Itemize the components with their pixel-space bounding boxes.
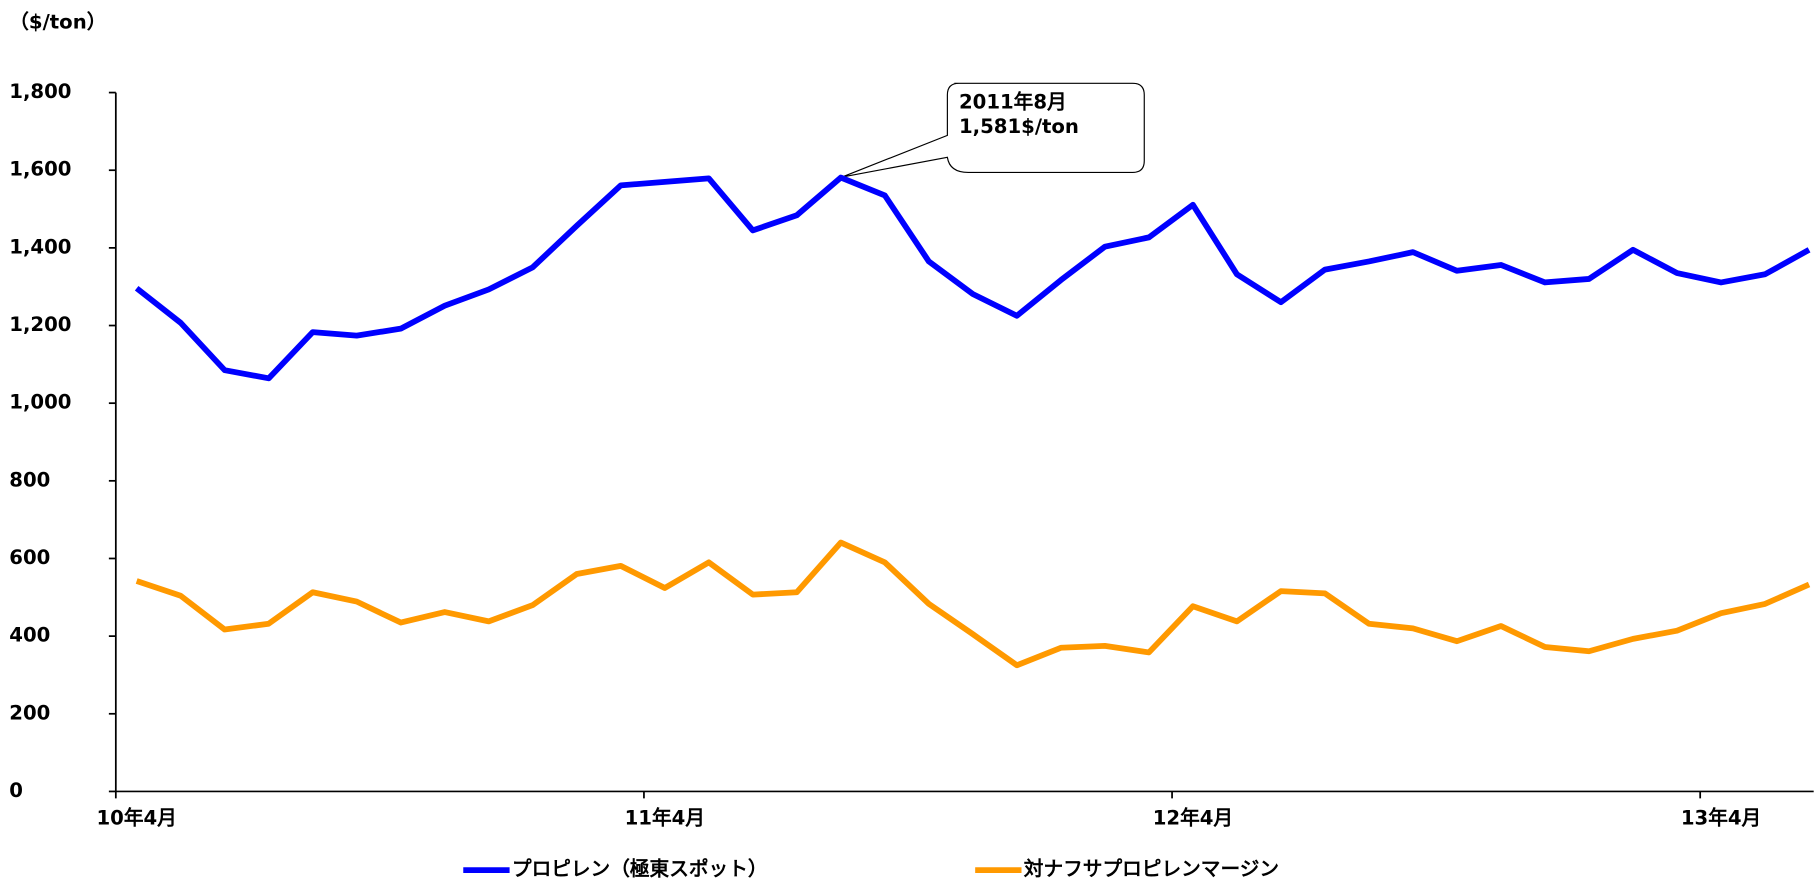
series-line (135, 539, 1811, 669)
unit-label: （$/ton） (9, 11, 106, 34)
y-tick-label: 400 (9, 624, 50, 647)
y-tick-label: 200 (9, 701, 50, 724)
x-tick-label: 10年4月 (96, 807, 176, 830)
y-tick-label: 1,600 (9, 158, 71, 181)
x-tick-label: 12年4月 (1153, 807, 1233, 830)
callout-box (841, 82, 1145, 178)
annotation-line: 2011年8月 (959, 90, 1067, 113)
y-tick-label: 1,800 (9, 80, 71, 103)
x-tick-label: 13年4月 (1681, 807, 1761, 830)
y-tick-label: 600 (9, 546, 50, 569)
y-tick-label: 800 (9, 468, 50, 491)
y-tick-label: 1,200 (9, 313, 71, 336)
series-line (134, 174, 1811, 382)
annotation-line: 1,581$/ton (959, 115, 1079, 138)
y-tick-label: 1,400 (9, 235, 71, 258)
y-tick-label: 0 (9, 779, 23, 802)
y-tick-label: 1,000 (9, 391, 71, 414)
legend-label: 対ナフサプロピレンマージン (1024, 858, 1279, 881)
legend-label: プロピレン（極東スポット） (512, 858, 768, 881)
x-tick-label: 11年4月 (625, 807, 705, 830)
